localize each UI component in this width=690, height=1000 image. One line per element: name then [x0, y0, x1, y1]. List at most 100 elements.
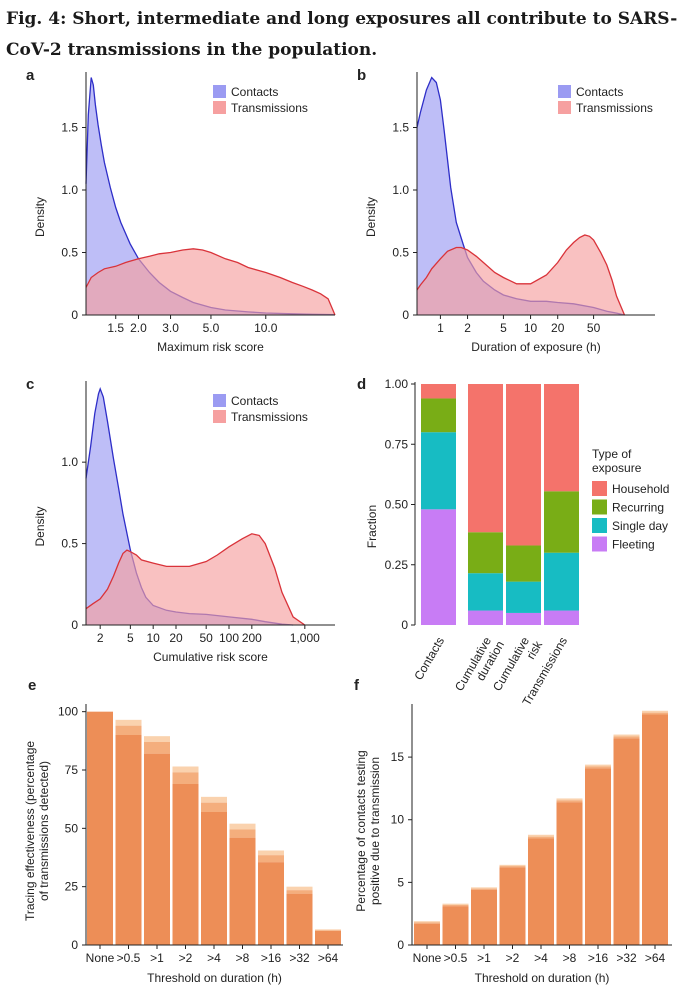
bar [144, 753, 170, 945]
legend-swatch-transmissions [558, 101, 571, 114]
y-tick-label: 100 [58, 705, 78, 719]
x-tick-label: 100 [219, 631, 239, 645]
bar-middle-band [642, 712, 668, 715]
x-tick-label: >1 [150, 951, 164, 965]
bar-upper-band [201, 796, 227, 803]
legend-label-fleeting: Fleeting [612, 538, 655, 552]
x-tick-label: >1 [477, 951, 491, 965]
bar [556, 802, 583, 945]
panel-f: f None >0.5 >1 >2 >4 >8 >16 >32 >64 0 5 10 15 Threshol… [354, 677, 672, 985]
bar-upper-band [229, 823, 256, 830]
x-tick-label: >16 [588, 951, 609, 965]
bar-middle-band [172, 772, 199, 784]
bar-upper-band [528, 834, 554, 837]
bar-upper-band [471, 887, 497, 889]
legend-label-transmissions: Transmissions [231, 410, 308, 424]
bar-middle-band [201, 802, 227, 812]
y-axis-title: Density [364, 197, 378, 237]
x-tick-label: >16 [261, 951, 282, 965]
y-tick-label: 0.5 [392, 246, 409, 260]
legend-title: Type of [592, 447, 632, 461]
bar-upper-band [442, 903, 469, 905]
legend-label-single-day: Single day [612, 519, 668, 533]
bar-middle-band [115, 725, 142, 735]
bar-middle-band [471, 888, 497, 890]
stacked-bar-recurring [544, 491, 579, 553]
panel-letter-a: a [26, 67, 35, 84]
stacked-bar-single-day [468, 573, 503, 611]
x-tick-label: 200 [242, 631, 262, 645]
x-tick-label: 2.0 [130, 321, 147, 335]
x-axis-title: Threshold on duration (h) [475, 971, 610, 985]
bar-middle-band [613, 736, 640, 739]
panel-letter-e: e [28, 677, 36, 694]
bar-upper-band [315, 929, 341, 931]
x-tick-label: >32 [616, 951, 637, 965]
bar [613, 738, 640, 945]
y-tick-label: 50 [65, 821, 79, 835]
x-tick-label: 5 [127, 631, 134, 645]
x-tick-label: Contacts [411, 635, 447, 683]
x-tick-label: 5 [500, 321, 507, 335]
y-tick-label: 0.75 [385, 437, 409, 451]
y-axis-title: of transmissions detected) [37, 761, 51, 901]
x-tick-label: >64 [645, 951, 666, 965]
y-tick-label: 1.5 [61, 121, 78, 135]
legend-label-transmissions: Transmissions [576, 101, 653, 115]
stacked-bar-household [544, 384, 579, 492]
legend-swatch-transmissions [213, 101, 226, 114]
x-tick-label: 1.5 [107, 321, 124, 335]
panel-c: c 0 0.5 1.0 2 5 10 20 50 100 200 1,000 Cumulative ri… [26, 376, 335, 664]
y-tick-label: 0 [71, 308, 78, 322]
bar-upper-band [172, 766, 199, 773]
bar [442, 906, 469, 945]
y-tick-label: 0 [401, 618, 408, 632]
bar [471, 889, 497, 945]
density-area-transmissions [417, 235, 625, 315]
legend-label-recurring: Recurring [612, 501, 664, 515]
bar [585, 768, 611, 945]
x-axis-title: Cumulative risk score [153, 650, 268, 664]
y-tick-label: 75 [65, 763, 79, 777]
density-area-transmissions [86, 248, 335, 315]
x-tick-label: 10 [147, 631, 161, 645]
bar-upper-band [642, 710, 668, 713]
x-tick-label: >2 [179, 951, 193, 965]
x-tick-label: >0.5 [444, 951, 468, 965]
legend-label-contacts: Contacts [576, 85, 623, 99]
stacked-bar-household [506, 384, 541, 546]
bar-middle-band [528, 836, 554, 839]
x-tick-label: 20 [551, 321, 565, 335]
stacked-bar-single-day [544, 552, 579, 611]
x-axis-title: Maximum risk score [157, 340, 264, 354]
bar [528, 838, 554, 945]
y-axis-title: Density [33, 506, 47, 546]
bar [172, 784, 199, 945]
panel-a: a 0 0.5 1.0 1.5 1.5 2.0 3.0 5.0 10.0 Maximum risk … [26, 67, 336, 354]
bar-middle-band [585, 766, 611, 769]
panel-letter-f: f [354, 677, 360, 694]
bar [499, 867, 526, 945]
bar [258, 862, 284, 945]
bar [229, 837, 256, 945]
y-tick-label: 0 [71, 938, 78, 952]
stacked-bar-household [468, 384, 503, 533]
x-tick-label: 10.0 [254, 321, 278, 335]
legend-swatch-single-day [592, 518, 607, 533]
stacked-bar-recurring [506, 545, 541, 582]
x-tick-label: 2 [97, 631, 104, 645]
legend-label-household: Household [612, 482, 669, 496]
bar-upper-band [414, 921, 440, 923]
bar-middle-band [442, 904, 469, 907]
x-tick-label: 3.0 [162, 321, 179, 335]
y-tick-label: 1.0 [61, 183, 78, 197]
x-tick-label: None [413, 951, 442, 965]
bar [115, 735, 142, 945]
bar-middle-band [556, 800, 583, 803]
legend-title: exposure [592, 461, 642, 475]
bar-upper-band [115, 719, 142, 726]
stacked-bar-fleeting [468, 610, 503, 625]
bar [286, 893, 313, 945]
